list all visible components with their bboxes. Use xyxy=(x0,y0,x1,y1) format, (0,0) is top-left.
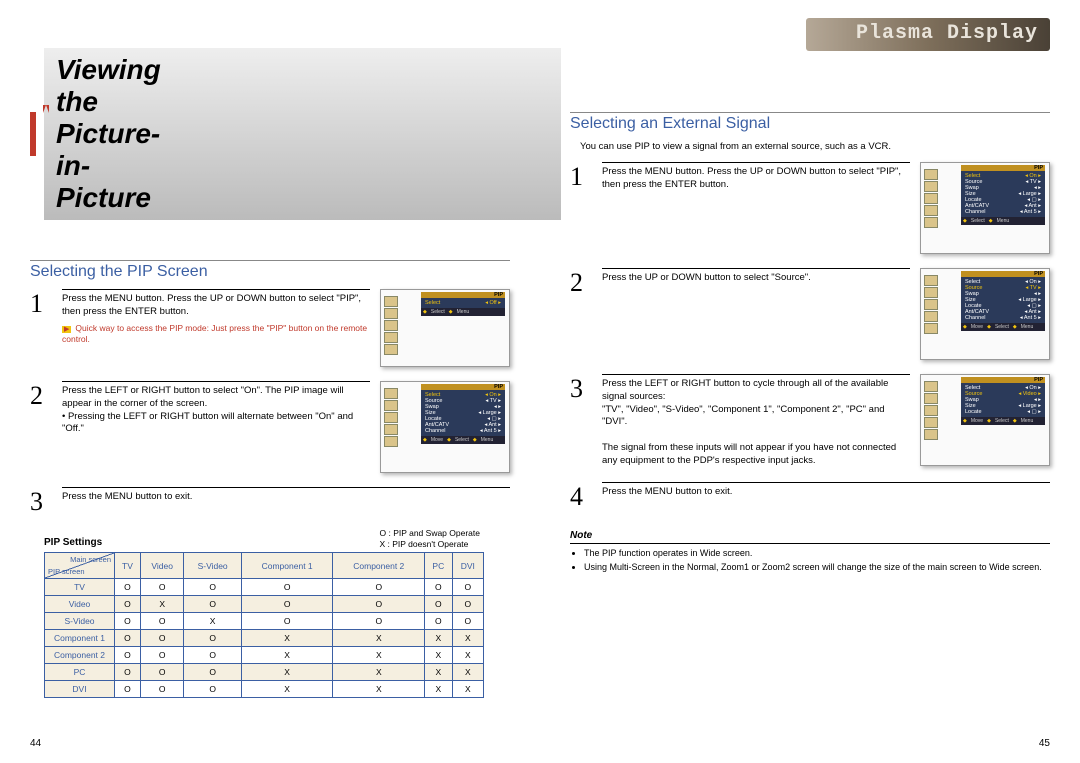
step-number: 2 xyxy=(570,268,592,298)
note-list: The PIP function operates in Wide screen… xyxy=(570,547,1050,573)
note-item: The PIP function operates in Wide screen… xyxy=(584,547,1050,559)
step-text: Press the MENU button. Press the UP or D… xyxy=(62,289,370,346)
step: 3 Press the MENU button to exit. xyxy=(30,487,510,517)
page-number-right: 45 xyxy=(1039,738,1050,749)
osd-screenshot: PIPSelect◂ On ▸Source◂ TV ▸Swap◂ ▸Size◂ … xyxy=(920,162,1050,254)
step-number: 3 xyxy=(570,374,592,404)
pip-legend: O : PIP and Swap OperateX : PIP doesn't … xyxy=(380,528,481,550)
step-text: Press the MENU button to exit. xyxy=(62,487,510,507)
right-section-heading: Selecting an External Signal xyxy=(570,112,1050,133)
step-text: Press the MENU button. Press the UP or D… xyxy=(602,162,910,192)
left-steps: 1 Press the MENU button. Press the UP or… xyxy=(30,289,510,517)
pip-settings-table: Main screenPIP screenTVVideoS-VideoCompo… xyxy=(44,552,484,698)
step-number: 2 xyxy=(30,381,52,411)
step-number: 3 xyxy=(30,487,52,517)
osd-screenshot: PIPSelect◂ On ▸Source◂ TV ▸Swap◂ ▸Size◂ … xyxy=(920,268,1050,360)
step: 2 Press the LEFT or RIGHT button to sele… xyxy=(30,381,510,473)
note-item: Using Multi-Screen in the Normal, Zoom1 … xyxy=(584,561,1050,573)
brand-banner: Plasma Display xyxy=(806,18,1050,51)
quick-tip: Quick way to access the PIP mode: Just p… xyxy=(62,323,370,346)
right-intro: You can use PIP to view a signal from an… xyxy=(580,141,1050,152)
left-section-heading: Selecting the PIP Screen xyxy=(30,260,510,281)
step: 4 Press the MENU button to exit. xyxy=(570,482,1050,512)
step-number: 1 xyxy=(570,162,592,192)
page-number-left: 44 xyxy=(30,738,41,749)
tv-icon xyxy=(30,112,36,156)
step: 3 Press the LEFT or RIGHT button to cycl… xyxy=(570,374,1050,468)
step: 1 Press the MENU button. Press the UP or… xyxy=(30,289,510,367)
osd-screenshot: PIPSelect◂ Off ▸◆Select◆Menu xyxy=(380,289,510,367)
osd-screenshot: PIPSelect◂ On ▸Source◂ Video ▸Swap◂ ▸Siz… xyxy=(920,374,1050,466)
step-number: 4 xyxy=(570,482,592,512)
note-heading: Note xyxy=(570,530,1050,544)
page-title: Viewing the Picture-in-Picture xyxy=(44,48,561,220)
step-text: Press the UP or DOWN button to select "S… xyxy=(602,268,910,288)
right-steps: 1 Press the MENU button. Press the UP or… xyxy=(570,162,1050,512)
step-text: Press the LEFT or RIGHT button to cycle … xyxy=(602,374,910,468)
step: 2 Press the UP or DOWN button to select … xyxy=(570,268,1050,360)
step-text: Press the LEFT or RIGHT button to select… xyxy=(62,381,370,436)
step-text: Press the MENU button to exit. xyxy=(602,482,1050,502)
step: 1 Press the MENU button. Press the UP or… xyxy=(570,162,1050,254)
osd-screenshot: PIPSelect◂ On ▸Source◂ TV ▸Swap◂ ▸Size◂ … xyxy=(380,381,510,473)
step-number: 1 xyxy=(30,289,52,319)
